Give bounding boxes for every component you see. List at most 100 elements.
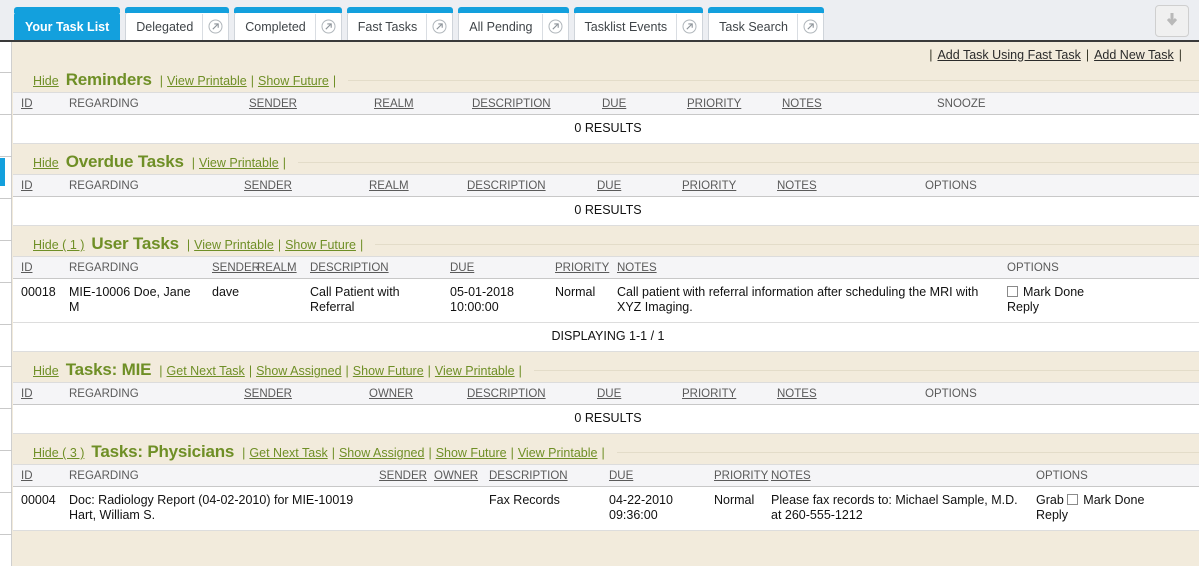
section-title: Tasks: MIE (65, 360, 152, 379)
col-header-due[interactable]: DUE (598, 92, 683, 115)
tab-your-task-list[interactable]: Your Task List (14, 7, 121, 40)
col-header-due[interactable]: DUE (593, 382, 678, 405)
col-header-description[interactable]: DESCRIPTION (468, 92, 598, 115)
tab-tasklist-events[interactable]: Tasklist Events (573, 7, 704, 40)
popout-arrow-icon[interactable] (314, 13, 341, 40)
col-header-id[interactable]: ID (13, 464, 65, 487)
section-link-view-printable[interactable]: View Printable (167, 74, 247, 88)
hide-toggle-tasks-physicians[interactable]: Hide ( 3 ) (33, 446, 85, 460)
mark-done-label[interactable]: Mark Done (1023, 285, 1085, 299)
col-header-description[interactable]: DESCRIPTION (463, 382, 593, 405)
mark-done-checkbox[interactable] (1067, 494, 1079, 505)
col-header-sender[interactable]: SENDER (375, 464, 430, 487)
cell-regarding: Doc: Radiology Report (04-02-2010) for M… (65, 486, 375, 531)
grab-link[interactable]: Grab (1036, 493, 1064, 507)
section-link-show-assigned[interactable]: Show Assigned (338, 446, 425, 460)
col-header-notes[interactable]: NOTES (773, 382, 921, 405)
section-link-view-printable[interactable]: View Printable (199, 156, 279, 170)
col-header-notes[interactable]: NOTES (778, 92, 933, 115)
tab-label: Task Search (719, 19, 788, 34)
add-new-task-link[interactable]: Add New Task (1094, 47, 1174, 62)
section-link-view-printable[interactable]: View Printable (194, 238, 274, 252)
col-header-priority[interactable]: PRIORITY (678, 174, 773, 197)
col-header-notes[interactable]: NOTES (613, 256, 1003, 279)
col-header-regarding: REGARDING (65, 464, 375, 487)
section-link-show-assigned[interactable]: Show Assigned (256, 364, 342, 378)
hide-toggle-reminders[interactable]: Hide (33, 74, 59, 88)
popout-arrow-icon[interactable] (796, 13, 823, 40)
section-link-get-next-task[interactable]: Get Next Task (249, 446, 328, 460)
mark-done-checkbox[interactable] (1007, 286, 1018, 297)
table-header-row: ID REGARDING SENDER OWNER DESCRIPTION DUE PRIO… (13, 382, 1199, 405)
popout-arrow-icon[interactable] (426, 13, 452, 40)
table-header-row: ID REGARDING SENDER REALM DESCRIPTION DUE PRIO… (13, 92, 1199, 115)
col-header-priority[interactable]: PRIORITY (551, 256, 613, 279)
col-header-due[interactable]: DUE (446, 256, 551, 279)
col-header-sender[interactable]: SENDER (240, 382, 365, 405)
col-header-priority[interactable]: PRIORITY (678, 382, 773, 405)
tab-bar: Your Task List Delegated Completed Fast Tas… (0, 0, 1199, 42)
table-header-row: ID REGARDING SENDER REALM DESCRIPTION DUE PRIO… (13, 174, 1199, 197)
col-header-description[interactable]: DESCRIPTION (485, 464, 605, 487)
link-sep: | (428, 446, 432, 460)
hide-toggle-user-tasks[interactable]: Hide ( 1 ) (33, 238, 85, 252)
col-header-priority[interactable]: PRIORITY (710, 464, 768, 487)
col-header-description[interactable]: DESCRIPTION (463, 174, 593, 197)
table-row[interactable]: 00004 Doc: Radiology Report (04-02-2010) … (13, 486, 1199, 531)
section-link-show-future[interactable]: Show Future (257, 74, 329, 88)
section-link-show-future[interactable]: Show Future (352, 364, 424, 378)
download-button[interactable] (1155, 5, 1189, 37)
add-task-using-fast-task-link[interactable]: Add Task Using Fast Task (937, 47, 1081, 62)
col-header-due[interactable]: DUE (605, 464, 710, 487)
col-header-owner[interactable]: OWNER (365, 382, 463, 405)
mark-done-label[interactable]: Mark Done (1083, 493, 1145, 507)
tab-label: Tasklist Events (584, 19, 668, 34)
cell-description: Call Patient with Referral (306, 278, 446, 323)
tab-task-search[interactable]: Task Search (708, 7, 824, 40)
col-header-priority[interactable]: PRIORITY (683, 92, 778, 115)
tab-fast-tasks[interactable]: Fast Tasks (346, 7, 454, 40)
col-header-id[interactable]: ID (13, 256, 65, 279)
col-header-realm[interactable]: REALM (253, 256, 306, 279)
link-sep: | (242, 446, 246, 460)
section-link-show-future[interactable]: Show Future (435, 446, 507, 460)
popout-arrow-icon[interactable] (676, 13, 702, 40)
tab-delegated[interactable]: Delegated (125, 7, 230, 40)
left-gutter (0, 42, 12, 566)
section-title: Reminders (65, 70, 152, 89)
col-header-description[interactable]: DESCRIPTION (306, 256, 446, 279)
col-header-notes[interactable]: NOTES (773, 174, 921, 197)
link-sep: | (518, 364, 522, 378)
col-header-sender[interactable]: SENDER (240, 174, 365, 197)
popout-arrow-icon[interactable] (541, 13, 568, 40)
col-header-id[interactable]: ID (13, 382, 65, 405)
col-header-notes[interactable]: NOTES (767, 464, 1032, 487)
section-header-overdue-tasks: Hide Overdue Tasks | View Printable | (13, 149, 1199, 174)
col-header-sender[interactable]: SENDER (208, 256, 260, 279)
cell-priority: Normal (551, 278, 613, 323)
section-links: | View Printable | (188, 156, 290, 170)
tab-completed[interactable]: Completed (234, 7, 343, 40)
col-header-id[interactable]: ID (13, 92, 65, 115)
col-header-realm[interactable]: REALM (370, 92, 468, 115)
col-header-due[interactable]: DUE (593, 174, 678, 197)
col-header-id[interactable]: ID (13, 174, 65, 197)
popout-arrow-icon[interactable] (202, 13, 228, 40)
link-sep: | (510, 446, 514, 460)
section-link-get-next-task[interactable]: Get Next Task (166, 364, 245, 378)
reply-link[interactable]: Reply (1036, 508, 1068, 522)
reply-link[interactable]: Reply (1007, 300, 1039, 314)
top-action-links: | Add Task Using Fast Task | Add New Tas… (13, 42, 1199, 67)
hide-toggle-tasks-mie[interactable]: Hide (33, 364, 59, 378)
section-link-view-printable[interactable]: View Printable (517, 446, 598, 460)
section-link-view-printable[interactable]: View Printable (434, 364, 515, 378)
col-header-realm[interactable]: REALM (365, 174, 463, 197)
tab-all-pending[interactable]: All Pending (458, 7, 569, 40)
col-header-sender[interactable]: SENDER (245, 92, 370, 115)
hide-toggle-overdue-tasks[interactable]: Hide (33, 156, 59, 170)
cell-realm (253, 278, 306, 323)
col-header-owner[interactable]: OWNER (430, 464, 485, 487)
col-header-options: OPTIONS (921, 382, 1199, 405)
section-link-show-future[interactable]: Show Future (285, 238, 356, 252)
